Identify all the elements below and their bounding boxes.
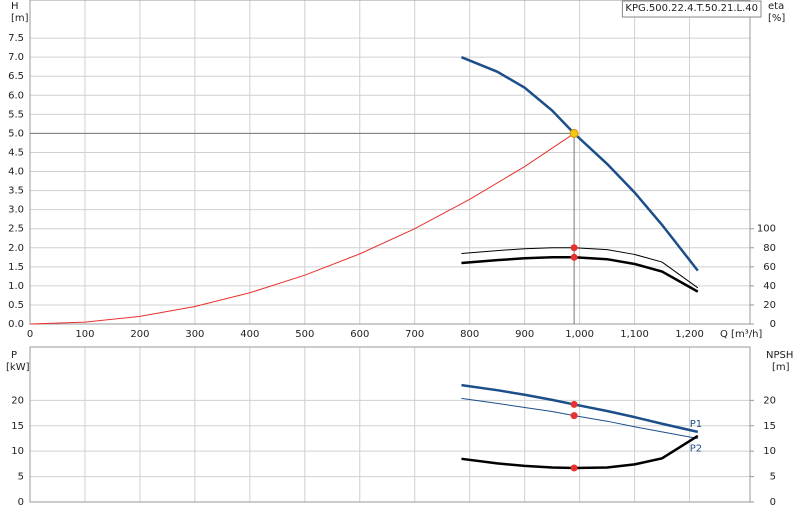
x-tick-label: 700 (405, 329, 424, 340)
marker (570, 244, 578, 252)
series-label: P1 (690, 419, 702, 430)
y2-tick-label: 60 (763, 262, 776, 273)
x-tick-label: 400 (240, 329, 259, 340)
x-tick-label: 100 (75, 329, 94, 340)
y-tick-label: 0 (18, 497, 24, 508)
y-tick-label: 20 (11, 395, 24, 406)
y-tick-label: 4.5 (8, 147, 24, 158)
x-tick-label: 0 (27, 329, 33, 340)
x-label: Q [m³/h] (720, 329, 762, 340)
x-tick-label: 1,000 (565, 329, 594, 340)
y-tick-label: 15 (11, 421, 24, 432)
x-tick-label: 500 (295, 329, 314, 340)
y-tick-label: 5.0 (8, 128, 24, 139)
y-tick-label: 6.5 (8, 71, 24, 82)
y2-tick-label: 0 (770, 319, 776, 330)
y-tick-label: 5 (18, 472, 24, 483)
y2-tick-label: 40 (763, 281, 776, 292)
series-line (29, 132, 575, 325)
y2-tick-label: 100 (757, 224, 776, 235)
y-tick-label: 2.5 (8, 224, 24, 235)
y2-tick-label: 80 (763, 243, 776, 254)
x-tick-label: 800 (460, 329, 479, 340)
y-tick-label: 4.0 (8, 167, 24, 178)
y-label: P (11, 350, 17, 361)
plot-frame (29, 346, 751, 503)
y-tick-label: 0.0 (8, 319, 24, 330)
marker (570, 253, 578, 261)
y-tick-label: 3.5 (8, 186, 24, 197)
title-box (621, 0, 762, 18)
x-tick-label: 1,200 (675, 329, 704, 340)
y2-unit: [m] (772, 362, 790, 373)
y-tick-label: 7.0 (8, 52, 24, 63)
y-tick-label: 1.0 (8, 281, 24, 292)
y-tick-label: 7.5 (8, 33, 24, 44)
y-unit: [m] (11, 13, 29, 24)
y2-tick-label: 20 (763, 395, 776, 406)
y-tick-label: 1.5 (8, 262, 24, 273)
y2-tick-label: 0 (770, 497, 776, 508)
y-tick-label: 10 (11, 446, 24, 457)
x-tick-label: 1,100 (620, 329, 649, 340)
y-tick-label: 5.5 (8, 109, 24, 120)
series-label: P2 (690, 443, 702, 454)
y-tick-label: 0.5 (8, 300, 24, 311)
y-label: H (11, 1, 19, 12)
x-tick-label: 900 (515, 329, 534, 340)
y2-tick-label: 20 (763, 300, 776, 311)
y2-label: eta (768, 1, 784, 12)
operating-point (569, 128, 579, 138)
y2-tick-label: 5 (770, 472, 776, 483)
marker (570, 412, 578, 420)
y-tick-label: 3.0 (8, 205, 24, 216)
y-tick-label: 6.0 (8, 90, 24, 101)
y2-tick-label: 10 (763, 446, 776, 457)
x-tick-label: 200 (130, 329, 149, 340)
y-tick-label: 2.0 (8, 243, 24, 254)
y2-label: NPSH (766, 350, 793, 361)
x-tick-label: 300 (185, 329, 204, 340)
x-tick-label: 600 (350, 329, 369, 340)
y2-unit: [%] (768, 13, 785, 24)
y-unit: [kW] (6, 362, 30, 373)
chart-title: KPG.500.22.4.T.50.21.L.40 (625, 3, 758, 14)
marker (570, 464, 578, 472)
plot-frame (29, 0, 751, 325)
y2-tick-label: 15 (763, 421, 776, 432)
marker (570, 400, 578, 408)
